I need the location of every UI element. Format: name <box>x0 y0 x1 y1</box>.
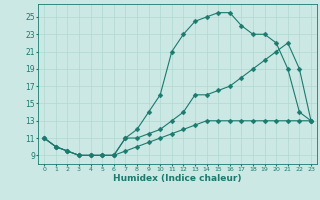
X-axis label: Humidex (Indice chaleur): Humidex (Indice chaleur) <box>113 174 242 183</box>
